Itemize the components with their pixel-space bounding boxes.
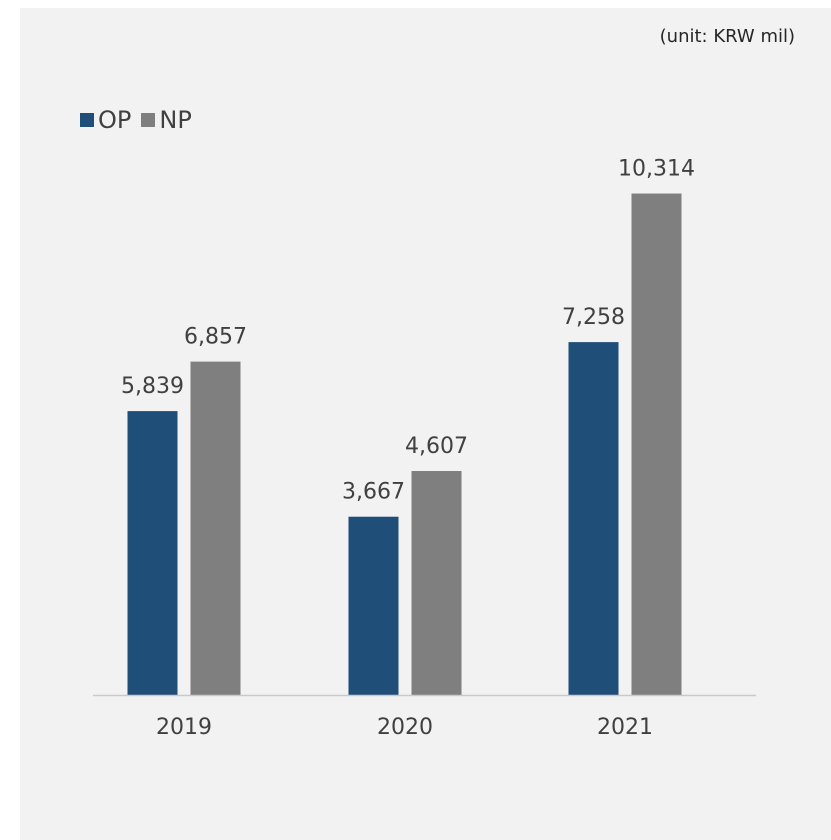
x-tick-label-2019: 2019	[156, 715, 212, 740]
legend-swatch-np	[141, 113, 156, 127]
legend-item-op: OP	[80, 106, 131, 134]
x-tick-label-2021: 2021	[597, 715, 653, 740]
legend-item-np: NP	[141, 106, 192, 134]
bar-np-2021	[631, 193, 682, 695]
legend-swatch-op	[80, 113, 94, 127]
data-label-op-2021: 7,258	[562, 305, 625, 330]
legend-label-np: NP	[159, 106, 192, 134]
legend-label-op: OP	[98, 106, 132, 134]
x-tick-label-2020: 2020	[377, 715, 433, 740]
bar-op-2020	[348, 516, 399, 695]
bar-op-2019	[127, 411, 178, 695]
chart-panel: (unit: KRW mil) OP NP 5,839 6,857 2019 3,66…	[20, 8, 831, 840]
bar-np-2020	[411, 471, 462, 695]
data-label-np-2019: 6,857	[184, 325, 247, 350]
bar-np-2019	[190, 361, 241, 695]
data-label-op-2020: 3,667	[342, 480, 405, 505]
unit-note: (unit: KRW mil)	[659, 26, 795, 47]
bar-op-2021	[568, 342, 619, 695]
legend: OP NP	[80, 106, 202, 134]
data-label-op-2019: 5,839	[121, 374, 184, 399]
data-label-np-2021: 10,314	[618, 157, 695, 182]
data-label-np-2020: 4,607	[405, 434, 468, 459]
